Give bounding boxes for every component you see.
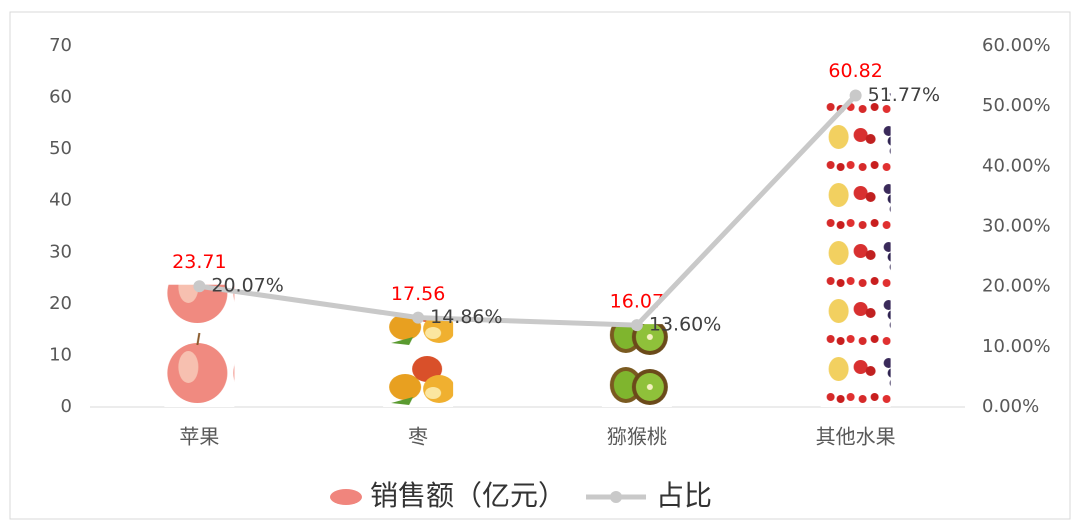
y2-tick-label: 20.00%: [982, 276, 1051, 297]
bar: [821, 93, 891, 407]
bar: [602, 324, 672, 407]
y-tick-label: 30: [49, 241, 72, 262]
line-marker: [193, 280, 205, 292]
line-value-label: 14.86%: [430, 306, 502, 328]
y2-tick-label: 40.00%: [982, 155, 1051, 176]
y2-tick-label: 60.00%: [982, 35, 1051, 56]
bar-value-label: 23.71: [172, 251, 226, 273]
x-tick-label: 枣: [408, 425, 428, 449]
line-marker: [412, 312, 424, 324]
chart: 0 10 20 30 40 50 60 70 0.00% 10.00% 20.00% 30.00% 40…: [0, 0, 1071, 520]
y2-tick-label: 0.00%: [982, 396, 1039, 417]
y-tick-label: 20: [49, 293, 72, 314]
y-tick-label: 40: [49, 190, 72, 211]
y-tick-label: 70: [49, 35, 72, 56]
x-tick-label: 苹果: [179, 425, 219, 449]
y-tick-label: 50: [49, 138, 72, 159]
legend-swatch: [610, 491, 622, 503]
y2-tick-label: 10.00%: [982, 336, 1051, 357]
bar-value-label: 60.82: [828, 60, 882, 82]
x-tick-label: 猕猴桃: [607, 425, 667, 449]
bar: [383, 316, 453, 407]
legend-swatch: [330, 489, 362, 505]
line-marker: [631, 319, 643, 331]
legend-label: 销售额（亿元）: [370, 479, 566, 512]
line-value-label: 51.77%: [868, 84, 940, 106]
line-marker: [850, 90, 862, 102]
line: [199, 96, 855, 326]
x-tick-label: 其他水果: [816, 425, 896, 449]
legend-label: 占比: [656, 479, 712, 512]
line-value-label: 20.07%: [211, 275, 283, 297]
line-value-label: 13.60%: [649, 314, 721, 336]
bar-value-label: 17.56: [391, 283, 445, 305]
y2-tick-label: 30.00%: [982, 216, 1051, 237]
y-tick-label: 10: [49, 344, 72, 365]
y-tick-label: 0: [61, 396, 72, 417]
y2-tick-label: 50.00%: [982, 95, 1051, 116]
bar: [164, 285, 234, 407]
y-tick-label: 60: [49, 87, 72, 108]
